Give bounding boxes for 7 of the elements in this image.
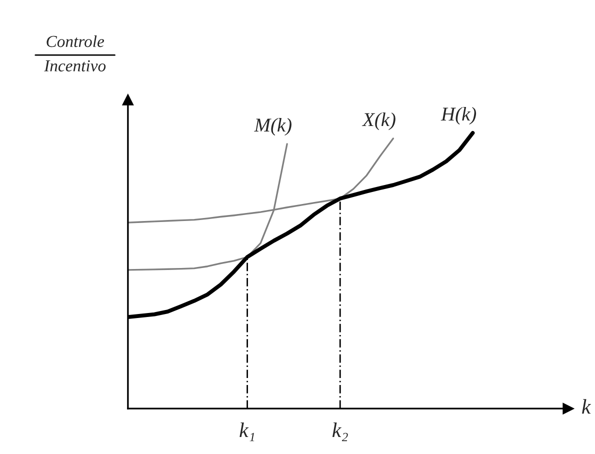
series-label: H(k) [440,106,476,125]
x-tick-label: k₂ [332,422,348,442]
y-axis-title: Controle Incentivo [44,35,106,72]
x-tick-label: k₁ [240,422,254,442]
series-label: M(k) [254,118,292,136]
series-label: X(k) [362,112,396,130]
x-axis-title: k [582,399,591,414]
